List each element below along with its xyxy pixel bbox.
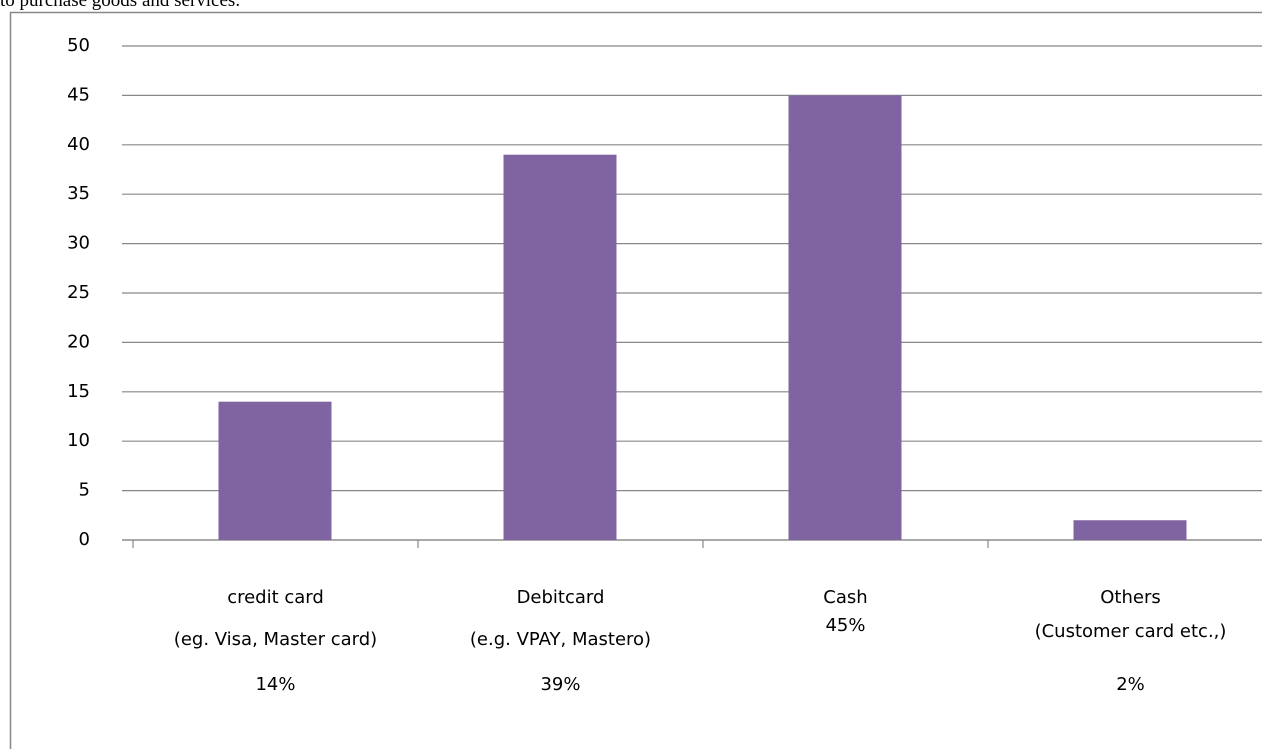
page: {"caption": "to purchase goods and servi…: [0, 0, 1262, 749]
x-tick-label: Others: [1100, 587, 1161, 608]
x-tick-label: credit card: [227, 587, 324, 608]
y-tick-label: 45: [67, 84, 90, 105]
x-tick-detail: (e.g. VPAY, Mastero): [470, 629, 651, 650]
bar: [1074, 520, 1187, 540]
value-label: 2%: [1116, 674, 1145, 695]
x-tick-detail: (eg. Visa, Master card): [174, 629, 377, 650]
chart: 0 5 10 15 20 25 30 35 40 45 50 credit card (eg. Visa…: [0, 0, 1262, 749]
y-tick-label: 30: [67, 233, 90, 254]
y-tick-label: 0: [79, 529, 90, 550]
y-tick-label: 40: [67, 134, 90, 155]
value-label: 39%: [540, 674, 580, 695]
bar: [789, 95, 902, 540]
y-tick-label: 10: [67, 430, 90, 451]
x-tick-label: Debitcard: [517, 587, 605, 608]
value-label: 45%: [825, 615, 865, 636]
y-tick-label: 5: [79, 480, 90, 501]
bar: [219, 402, 332, 540]
x-tick-label: Cash: [823, 587, 867, 608]
y-tick-label: 25: [67, 282, 90, 303]
y-tick-label: 50: [67, 35, 90, 56]
value-label: 14%: [255, 674, 295, 695]
y-tick-label: 35: [67, 183, 90, 204]
y-tick-label: 20: [67, 331, 90, 352]
bar: [504, 155, 617, 540]
y-tick-label: 15: [67, 381, 90, 402]
x-tick-detail: (Customer card etc.,): [1035, 621, 1227, 642]
